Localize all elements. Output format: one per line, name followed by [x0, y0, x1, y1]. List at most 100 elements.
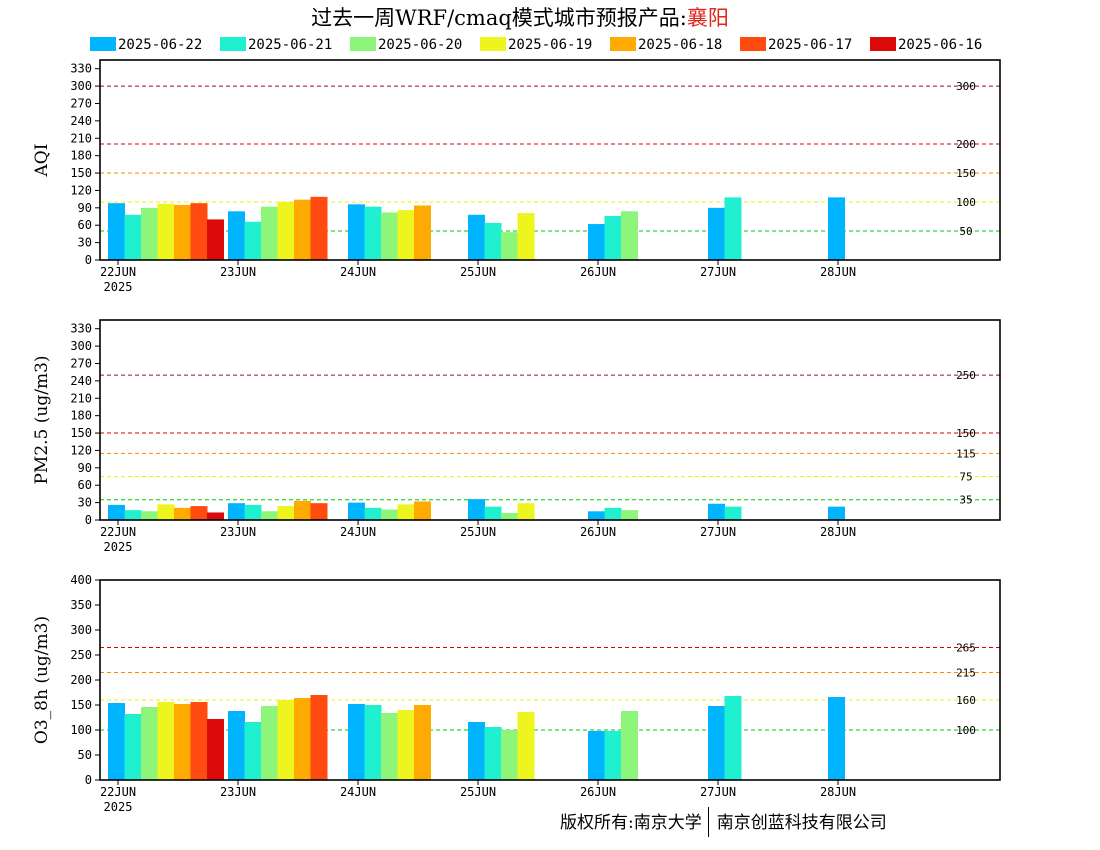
bar — [828, 697, 845, 780]
bar — [228, 711, 245, 780]
y-tick-label: 150 — [70, 426, 92, 440]
bar — [484, 222, 502, 260]
y-tick-label: 350 — [70, 598, 92, 612]
bar — [828, 197, 845, 260]
bar — [310, 695, 328, 780]
y-tick-label: 300 — [70, 79, 92, 93]
y-tick-label: 0 — [85, 513, 92, 527]
bar — [228, 503, 245, 520]
reference-label: 215 — [956, 667, 976, 680]
reference-label: 100 — [956, 724, 976, 737]
y-tick-label: 300 — [70, 339, 92, 353]
bar — [381, 713, 398, 780]
bar — [207, 219, 224, 260]
bar — [277, 700, 295, 780]
bar — [588, 511, 605, 520]
y-tick-label: 400 — [70, 573, 92, 587]
bar — [708, 503, 725, 520]
x-tick-label: 24JUN — [340, 525, 376, 539]
bar — [190, 506, 208, 520]
y-tick-label: 30 — [78, 236, 92, 250]
x-tick-label: 25JUN — [460, 265, 496, 279]
legend-swatch — [870, 37, 896, 51]
bar — [124, 510, 142, 520]
legend-swatch — [350, 37, 376, 51]
bar — [207, 719, 224, 780]
bar — [621, 211, 638, 260]
y-tick-label: 330 — [70, 322, 92, 336]
bar — [381, 212, 398, 260]
x-tick-label: 24JUN — [340, 785, 376, 799]
bar — [348, 704, 365, 780]
bar — [244, 722, 262, 780]
x-tick-label: 27JUN — [700, 785, 736, 799]
bar — [190, 203, 208, 260]
reference-label: 200 — [956, 138, 976, 151]
x-tick-label: 22JUN — [100, 785, 136, 799]
bar — [228, 211, 245, 260]
x-year-label: 2025 — [104, 540, 133, 554]
legend-label: 2025-06-22 — [118, 37, 202, 53]
y-tick-label: 210 — [70, 131, 92, 145]
bar — [604, 731, 622, 780]
legend-swatch — [610, 37, 636, 51]
bar — [364, 507, 382, 520]
bar — [724, 696, 742, 780]
bar — [141, 207, 158, 260]
bar — [724, 197, 742, 260]
bar — [207, 512, 224, 520]
reference-label: 75 — [959, 471, 972, 484]
bar — [517, 503, 535, 520]
bar — [364, 705, 382, 780]
x-tick-label: 22JUN — [100, 265, 136, 279]
y-tick-label: 120 — [70, 443, 92, 457]
x-tick-label: 27JUN — [700, 265, 736, 279]
y-axis-label: PM2.5 (ug/m3) — [32, 355, 52, 484]
x-tick-label: 25JUN — [460, 785, 496, 799]
bar — [261, 511, 278, 520]
reference-label: 50 — [959, 225, 972, 238]
bar — [277, 506, 295, 520]
bar — [484, 727, 502, 780]
y-tick-label: 300 — [70, 623, 92, 637]
legend-label: 2025-06-21 — [248, 37, 332, 53]
bar — [124, 214, 142, 260]
bar — [348, 502, 365, 520]
reference-label: 35 — [959, 494, 972, 507]
y-tick-label: 0 — [85, 773, 92, 787]
bar — [621, 711, 638, 780]
bar — [604, 215, 622, 260]
y-tick-label: 60 — [78, 218, 92, 232]
reference-label: 250 — [956, 369, 976, 382]
y-tick-label: 210 — [70, 391, 92, 405]
bar — [468, 722, 485, 780]
bar — [174, 507, 191, 520]
bar — [348, 204, 365, 260]
bar — [724, 506, 742, 520]
bar — [588, 224, 605, 260]
bar — [277, 202, 295, 260]
y-tick-label: 50 — [78, 748, 92, 762]
y-tick-label: 180 — [70, 409, 92, 423]
y-tick-label: 100 — [70, 723, 92, 737]
y-tick-label: 90 — [78, 201, 92, 215]
y-axis-label: O3_8h (ug/m3) — [32, 616, 52, 744]
bar — [261, 206, 278, 260]
bar — [414, 501, 431, 520]
y-tick-label: 0 — [85, 253, 92, 267]
bar — [244, 504, 262, 520]
bar — [190, 702, 208, 780]
bar — [244, 221, 262, 260]
y-tick-label: 330 — [70, 62, 92, 76]
bar — [468, 214, 485, 260]
bar — [108, 703, 125, 780]
bar — [828, 506, 845, 520]
y-tick-label: 150 — [70, 166, 92, 180]
reference-label: 300 — [956, 80, 976, 93]
y-tick-label: 120 — [70, 183, 92, 197]
chart-title: 过去一周WRF/cmaq模式城市预报产品:襄阳 — [0, 2, 1040, 32]
x-tick-label: 26JUN — [580, 525, 616, 539]
bar — [517, 712, 535, 780]
bar — [397, 504, 415, 520]
bar — [261, 706, 278, 780]
